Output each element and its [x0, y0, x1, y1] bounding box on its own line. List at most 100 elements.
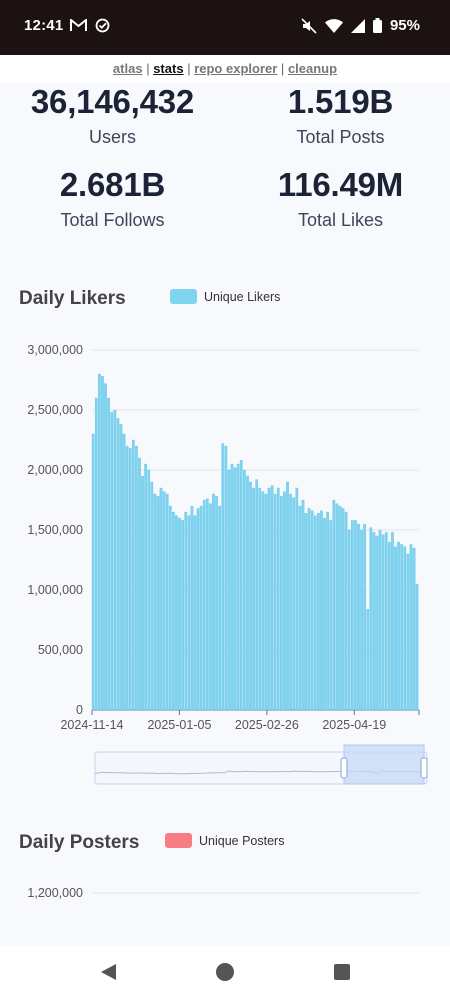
- nav-link-stats[interactable]: stats: [153, 61, 184, 76]
- bar: [317, 513, 320, 711]
- bar: [329, 520, 333, 711]
- bar: [98, 373, 101, 711]
- bar: [221, 443, 225, 711]
- likers-legend[interactable]: Unique Likers: [170, 289, 280, 304]
- bar: [209, 503, 212, 711]
- y-tick-label: 2,000,000: [27, 463, 83, 477]
- nav-link-repo-explorer[interactable]: repo explorer: [194, 61, 278, 76]
- x-tick-label: 2024-11-14: [60, 718, 123, 732]
- stat-users-label: Users: [88, 127, 136, 147]
- check-circle-icon: [95, 18, 110, 33]
- bar: [107, 397, 110, 711]
- bar: [332, 499, 336, 711]
- likers-section-title: Daily Likers: [19, 288, 126, 309]
- status-time: 12:41: [24, 17, 64, 34]
- bar: [215, 496, 218, 711]
- bar: [273, 493, 277, 711]
- bar: [283, 491, 286, 711]
- bar: [292, 497, 296, 711]
- stat-follows-label: Total Follows: [60, 210, 165, 230]
- y-tick-label: 0: [76, 703, 83, 717]
- bar: [270, 485, 274, 711]
- bar: [366, 609, 370, 711]
- bar: [397, 541, 400, 711]
- bar: [141, 475, 144, 711]
- stat-likes-value: 116.49M: [277, 166, 404, 203]
- bar: [347, 529, 351, 711]
- bar: [400, 544, 404, 711]
- bar: [181, 520, 184, 711]
- home-icon[interactable]: [215, 962, 235, 982]
- bar: [196, 508, 200, 711]
- likers-legend-label: Unique Likers: [204, 289, 281, 304]
- bar: [313, 515, 317, 711]
- bar: [357, 523, 360, 711]
- zoom-handle-right: [420, 757, 428, 779]
- nav-link-atlas[interactable]: atlas: [112, 61, 143, 76]
- stat-users-value: 36,146,432: [30, 83, 195, 120]
- nav-separator: |: [187, 61, 191, 76]
- bar: [110, 412, 114, 711]
- bar: [239, 460, 243, 711]
- posters-legend[interactable]: Unique Posters: [165, 833, 284, 848]
- stat-posts: 1.519B Total Posts: [228, 83, 450, 148]
- bar: [381, 534, 385, 711]
- bar: [153, 493, 157, 711]
- bar: [91, 433, 95, 711]
- y-tick-label: 3,000,000: [27, 343, 83, 357]
- bar: [307, 508, 311, 711]
- battery-icon: [372, 18, 382, 33]
- bar: [323, 517, 326, 711]
- recents-icon[interactable]: [333, 962, 351, 982]
- wifi-icon: [324, 18, 343, 33]
- y-tick-label: 2,500,000: [27, 403, 83, 417]
- gmail-icon: [70, 19, 87, 31]
- bar: [138, 457, 141, 711]
- bar: [116, 418, 120, 711]
- bar: [168, 505, 172, 711]
- bar: [350, 520, 354, 711]
- stat-follows: 2.681B Total Follows: [0, 166, 225, 231]
- back-icon[interactable]: [98, 962, 118, 982]
- bar: [372, 532, 376, 711]
- likers-legend-swatch: [170, 289, 197, 304]
- bar: [354, 520, 357, 711]
- bar: [252, 487, 255, 711]
- bar: [289, 493, 292, 711]
- bar: [403, 546, 407, 711]
- bar: [135, 445, 138, 711]
- bar: [409, 544, 413, 711]
- bar: [212, 493, 215, 711]
- bar: [246, 475, 249, 711]
- bar: [280, 496, 283, 711]
- bar: [175, 515, 178, 711]
- bar: [338, 505, 342, 711]
- bar: [227, 469, 231, 711]
- bar: [406, 553, 410, 711]
- battery-level: 95%: [389, 17, 420, 34]
- bar: [295, 487, 299, 711]
- zoom-selection: [343, 744, 425, 785]
- bar: [193, 515, 197, 711]
- stat-users: 36,146,432 Users: [0, 83, 225, 148]
- nav-link-cleanup[interactable]: cleanup: [287, 61, 338, 76]
- x-tick-label: 2025-02-26: [235, 718, 299, 732]
- bar: [415, 583, 419, 711]
- bar: [378, 529, 382, 711]
- bar: [125, 445, 129, 711]
- bar: [320, 510, 323, 711]
- stat-follows-value: 2.681B: [59, 166, 166, 203]
- bar: [156, 496, 160, 711]
- mute-icon: [301, 17, 317, 34]
- bar: [113, 409, 117, 711]
- bar: [236, 463, 240, 711]
- bar: [326, 511, 329, 711]
- bar: [412, 547, 416, 711]
- zoom-handle-left: [340, 757, 348, 779]
- bar: [233, 467, 237, 711]
- y-tick-label: 1,000,000: [27, 583, 83, 597]
- posters-legend-swatch: [165, 833, 192, 848]
- bar: [384, 532, 388, 711]
- bar: [131, 439, 135, 711]
- bar: [310, 510, 314, 711]
